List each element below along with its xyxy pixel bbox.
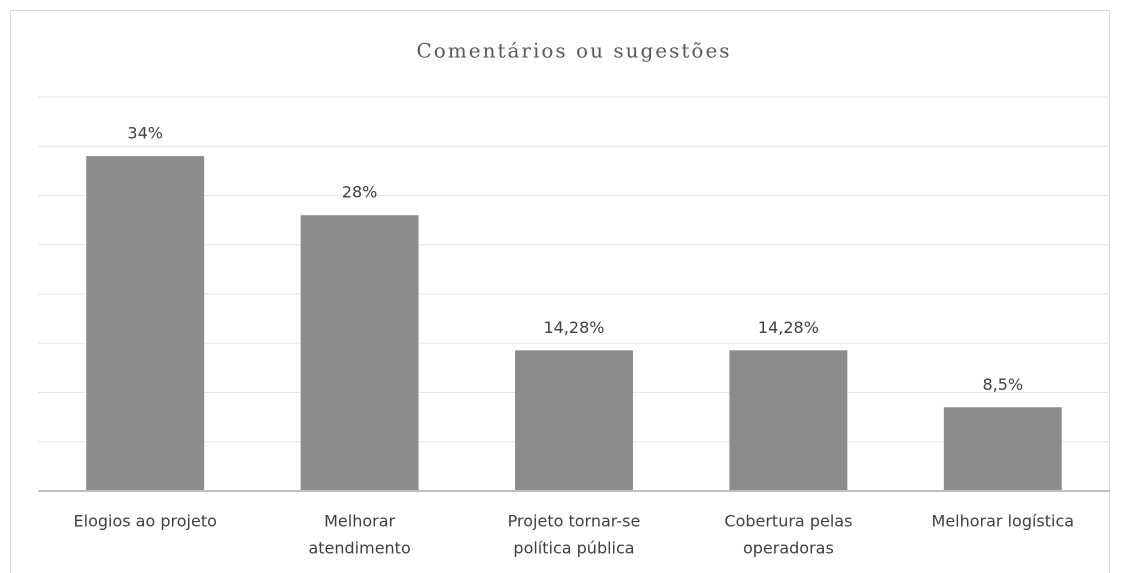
bar [300, 215, 419, 491]
chart-title: Comentários ou sugestões [416, 39, 731, 63]
x-tick-label: atendimento [308, 539, 410, 558]
bar [515, 350, 633, 491]
chart-frame [10, 10, 1110, 573]
x-tick-label: Melhorar logística [932, 512, 1075, 531]
bar [729, 350, 848, 491]
x-tick-label: Elogios ao projeto [74, 512, 217, 531]
x-tick-label: Projeto tornar-se [508, 512, 641, 531]
x-tick-label: política pública [513, 539, 634, 558]
bar [86, 156, 205, 491]
data-label: 14,28% [758, 318, 819, 337]
bar [943, 407, 1062, 491]
data-label: 8,5% [982, 375, 1023, 394]
x-tick-label: Melhorar [324, 512, 395, 531]
data-label: 34% [127, 124, 163, 143]
x-tick-label: Cobertura pelas [724, 512, 852, 531]
data-label: 28% [342, 183, 378, 202]
x-tick-label: operadoras [743, 539, 834, 558]
data-label: 14,28% [543, 318, 604, 337]
